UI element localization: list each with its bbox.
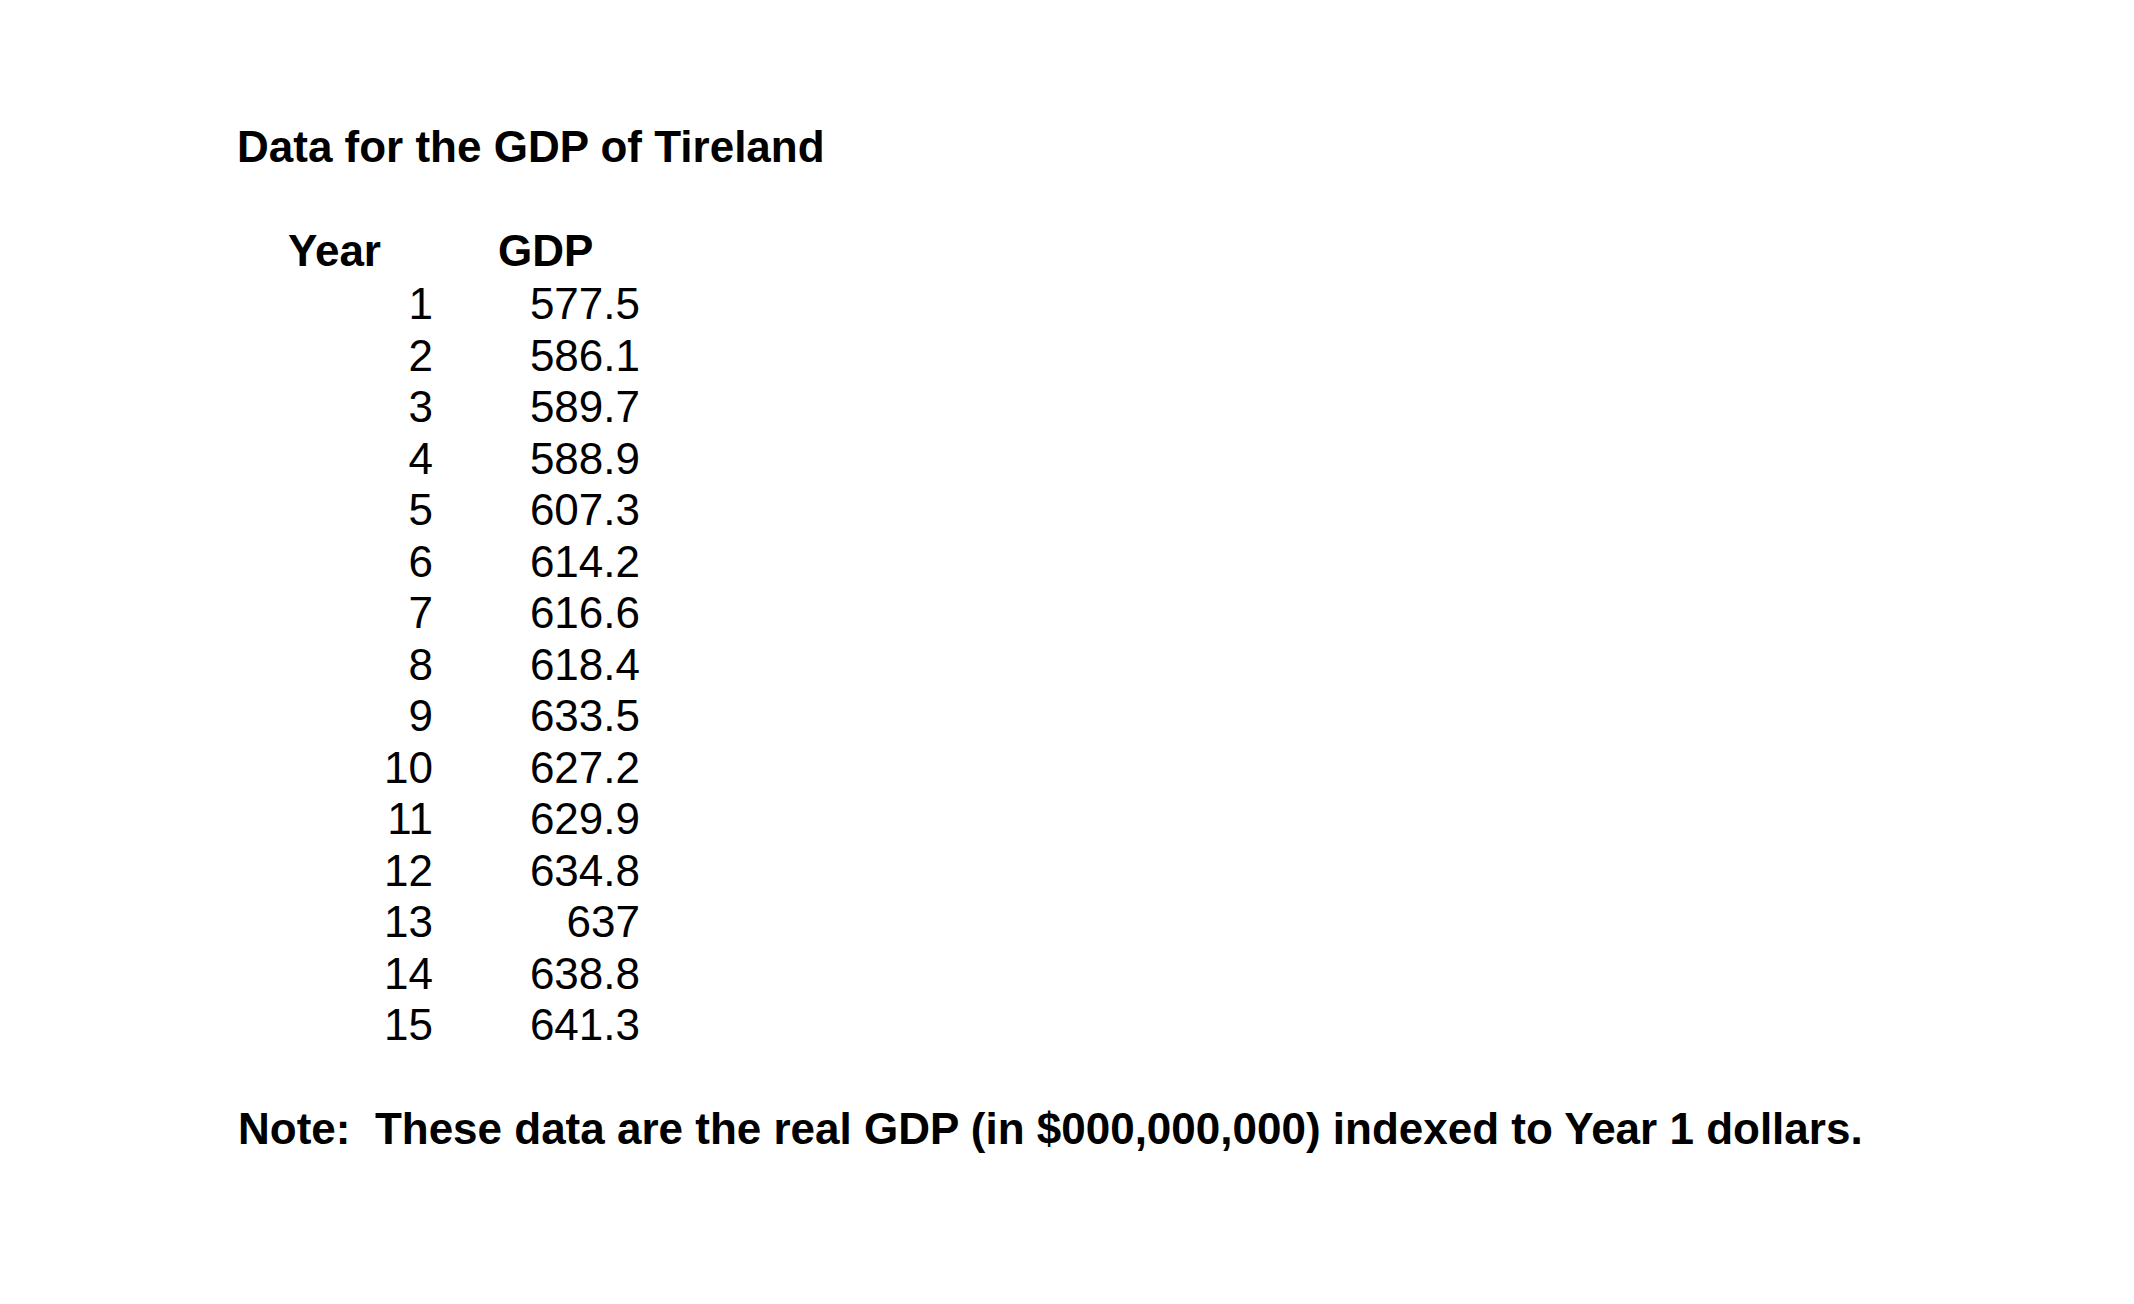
table-row: 13637 xyxy=(237,896,640,948)
gdp-cell: 633.5 xyxy=(433,690,640,742)
gdp-cell: 637 xyxy=(433,896,640,948)
gdp-cell: 618.4 xyxy=(433,639,640,691)
table-row: 1577.5 xyxy=(237,278,640,330)
gdp-cell: 589.7 xyxy=(433,381,640,433)
column-header-gdp: GDP xyxy=(498,225,593,277)
year-cell: 9 xyxy=(237,690,433,742)
table-row: 14638.8 xyxy=(237,948,640,1000)
year-cell: 13 xyxy=(237,896,433,948)
table-row: 10627.2 xyxy=(237,742,640,794)
year-cell: 8 xyxy=(237,639,433,691)
table-row: 6614.2 xyxy=(237,536,640,588)
year-cell: 6 xyxy=(237,536,433,588)
table-row: 11629.9 xyxy=(237,793,640,845)
year-cell: 5 xyxy=(237,484,433,536)
note-text: Note: These data are the real GDP (in $0… xyxy=(238,1103,1863,1155)
gdp-cell: 634.8 xyxy=(433,845,640,897)
gdp-cell: 588.9 xyxy=(433,433,640,485)
year-cell: 14 xyxy=(237,948,433,1000)
gdp-cell: 607.3 xyxy=(433,484,640,536)
year-cell: 1 xyxy=(237,278,433,330)
table-row: 2586.1 xyxy=(237,330,640,382)
year-cell: 10 xyxy=(237,742,433,794)
gdp-cell: 616.6 xyxy=(433,587,640,639)
table-row: 8618.4 xyxy=(237,639,640,691)
gdp-cell: 629.9 xyxy=(433,793,640,845)
year-cell: 3 xyxy=(237,381,433,433)
table-row: 3589.7 xyxy=(237,381,640,433)
gdp-cell: 638.8 xyxy=(433,948,640,1000)
gdp-cell: 577.5 xyxy=(433,278,640,330)
gdp-cell: 641.3 xyxy=(433,999,640,1051)
document-page: Data for the GDP of Tireland Year GDP 15… xyxy=(0,0,2134,1304)
gdp-table: 1577.5 2586.1 3589.7 4588.9 5607.3 6614.… xyxy=(237,278,640,1051)
table-row: 15641.3 xyxy=(237,999,640,1051)
table-row: 5607.3 xyxy=(237,484,640,536)
page-title: Data for the GDP of Tireland xyxy=(237,121,825,173)
table-row: 4588.9 xyxy=(237,433,640,485)
table-row: 9633.5 xyxy=(237,690,640,742)
year-cell: 15 xyxy=(237,999,433,1051)
year-cell: 7 xyxy=(237,587,433,639)
year-cell: 12 xyxy=(237,845,433,897)
gdp-cell: 614.2 xyxy=(433,536,640,588)
year-cell: 2 xyxy=(237,330,433,382)
table-row: 7616.6 xyxy=(237,587,640,639)
gdp-cell: 627.2 xyxy=(433,742,640,794)
gdp-cell: 586.1 xyxy=(433,330,640,382)
column-header-year: Year xyxy=(288,225,381,277)
table-row: 12634.8 xyxy=(237,845,640,897)
year-cell: 4 xyxy=(237,433,433,485)
year-cell: 11 xyxy=(237,793,433,845)
